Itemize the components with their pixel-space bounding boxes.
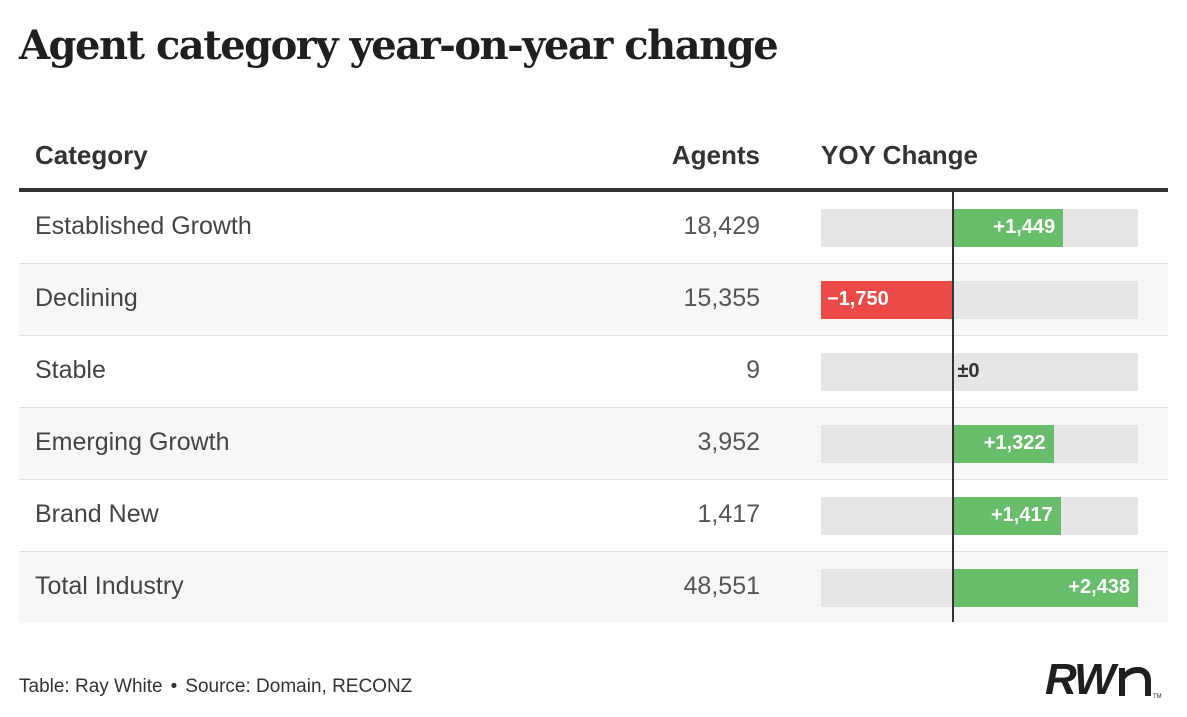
table-row: Established Growth 18,429 +1,449 bbox=[19, 192, 1168, 264]
category-cell: Established Growth bbox=[35, 212, 252, 240]
yoy-value-label: +2,438 bbox=[1068, 576, 1130, 598]
agents-cell: 15,355 bbox=[683, 284, 760, 312]
data-table: Category Agents YOY Change Established G… bbox=[19, 126, 1168, 623]
yoy-bar-positive bbox=[953, 569, 1138, 607]
category-cell: Emerging Growth bbox=[35, 428, 230, 456]
yoy-value-label: ±0 bbox=[957, 360, 980, 382]
logo-rw: RW bbox=[1045, 655, 1119, 702]
yoy-bar-positive bbox=[953, 497, 1061, 535]
agents-cell: 1,417 bbox=[697, 500, 760, 528]
footer: Table: Ray White • Source: Domain, RECONZ bbox=[19, 676, 412, 698]
logo-trademark: TM bbox=[1153, 694, 1162, 700]
header-yoy-change: YOY Change bbox=[821, 140, 979, 170]
table-row: Total Industry 48,551 +2,438 bbox=[19, 552, 1168, 623]
yoy-bar-track: +1,449 bbox=[821, 209, 1138, 247]
footer-separator: • bbox=[170, 676, 178, 697]
ray-white-logo-mark: RW TM bbox=[1045, 655, 1162, 704]
table-row: Declining 15,355 −1,750 bbox=[19, 264, 1168, 336]
chart-title: Agent category year-on-year change bbox=[19, 22, 779, 69]
table-header: Category Agents YOY Change bbox=[19, 126, 1168, 192]
category-cell: Stable bbox=[35, 356, 106, 384]
category-cell: Declining bbox=[35, 284, 138, 312]
category-cell: Total Industry bbox=[35, 572, 184, 600]
header-agents: Agents bbox=[671, 140, 760, 170]
category-cell: Brand New bbox=[35, 500, 159, 528]
yoy-bar-track: +1,417 bbox=[821, 497, 1138, 535]
table-row: Brand New 1,417 +1,417 bbox=[19, 480, 1168, 552]
yoy-bar-negative bbox=[821, 281, 954, 319]
agents-cell: 18,429 bbox=[683, 212, 760, 240]
footer-credit: Table: Ray White bbox=[19, 676, 163, 697]
agents-cell: 48,551 bbox=[683, 572, 760, 600]
table-row: Emerging Growth 3,952 +1,322 bbox=[19, 408, 1168, 480]
yoy-bar-track: +2,438 bbox=[821, 569, 1138, 607]
yoy-bar-track: −1,750 bbox=[821, 281, 1138, 319]
yoy-bar-positive bbox=[953, 209, 1064, 247]
yoy-value-label: +1,449 bbox=[993, 216, 1056, 238]
yoy-bar-track: +1,322 bbox=[821, 425, 1138, 463]
ray-white-logo: RW TM bbox=[1045, 654, 1167, 707]
yoy-value-label: −1,750 bbox=[827, 288, 889, 310]
agents-cell: 3,952 bbox=[697, 428, 760, 456]
yoy-value-label: +1,417 bbox=[990, 504, 1053, 526]
yoy-bar-positive bbox=[953, 425, 1054, 463]
logo-n bbox=[1119, 666, 1151, 696]
yoy-value-label: +1,322 bbox=[983, 432, 1046, 454]
footer-source: Source: Domain, RECONZ bbox=[185, 676, 413, 697]
zero-axis-line bbox=[952, 192, 955, 622]
table-body: Established Growth 18,429 +1,449 Declining 1… bbox=[19, 192, 1168, 623]
agents-cell: 9 bbox=[746, 356, 760, 384]
table-row: Stable 9 ±0 bbox=[19, 336, 1168, 408]
yoy-bar-track: ±0 bbox=[821, 353, 1138, 391]
header-category: Category bbox=[35, 140, 148, 170]
